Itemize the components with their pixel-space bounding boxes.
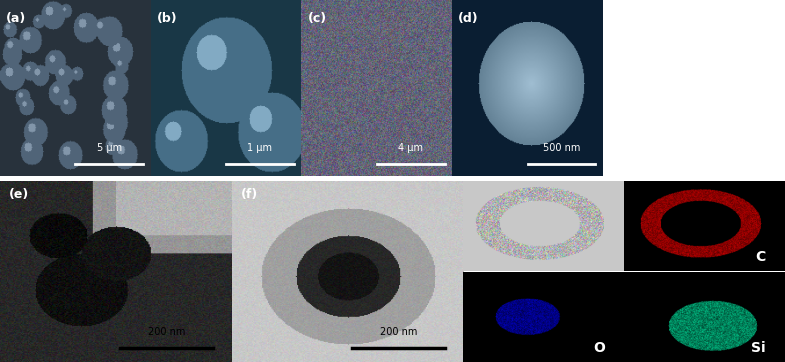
Text: 200 nm: 200 nm [380, 327, 417, 337]
Text: (f): (f) [241, 188, 258, 201]
Text: (e): (e) [9, 188, 30, 201]
Text: 5 μm: 5 μm [97, 143, 122, 153]
Text: (d): (d) [458, 12, 479, 25]
Text: (c): (c) [308, 12, 327, 25]
Text: 1 μm: 1 μm [247, 143, 272, 153]
Text: (g): (g) [469, 188, 490, 201]
Text: 4 μm: 4 μm [398, 143, 423, 153]
Text: (b): (b) [157, 12, 177, 25]
Text: (a): (a) [6, 12, 26, 25]
Text: 500 nm: 500 nm [542, 143, 580, 153]
Text: O: O [593, 341, 604, 355]
Text: C: C [755, 250, 765, 264]
Text: Si: Si [751, 341, 765, 355]
Text: 200 nm: 200 nm [148, 327, 185, 337]
